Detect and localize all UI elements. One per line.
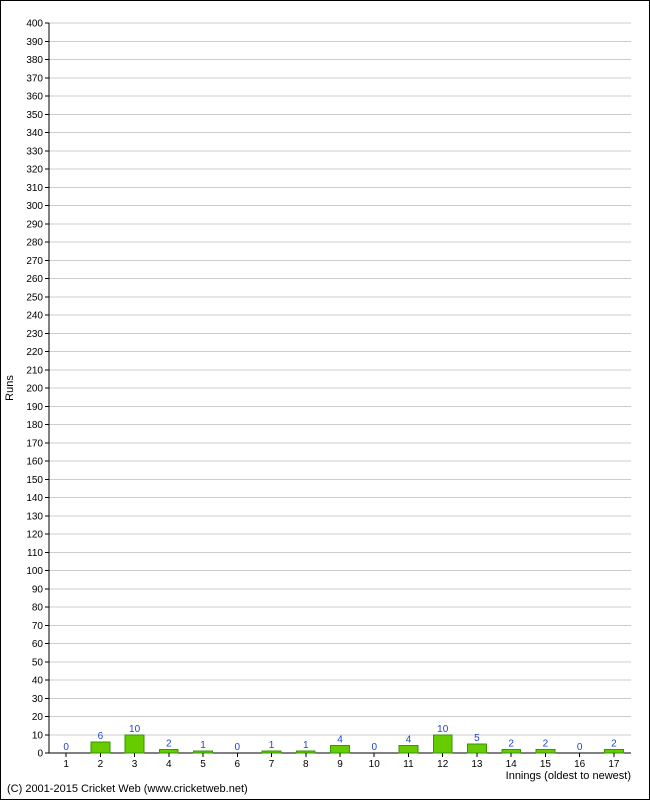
svg-text:100: 100: [26, 566, 43, 577]
chart-container: 0102030405060708090100110120130140150160…: [1, 1, 650, 801]
svg-text:320: 320: [26, 165, 43, 176]
svg-text:180: 180: [26, 420, 43, 431]
svg-text:10: 10: [129, 724, 141, 735]
svg-text:2: 2: [98, 759, 104, 770]
svg-text:350: 350: [26, 110, 43, 121]
chart-frame: 0102030405060708090100110120130140150160…: [0, 0, 650, 800]
svg-text:120: 120: [26, 530, 43, 541]
svg-text:16: 16: [574, 759, 586, 770]
svg-text:360: 360: [26, 92, 43, 103]
svg-text:6: 6: [235, 759, 241, 770]
svg-text:90: 90: [32, 584, 44, 595]
svg-text:70: 70: [32, 621, 44, 632]
svg-text:10: 10: [437, 724, 449, 735]
svg-text:220: 220: [26, 347, 43, 358]
svg-text:0: 0: [577, 742, 583, 753]
svg-text:11: 11: [403, 759, 414, 770]
svg-text:2: 2: [508, 738, 514, 749]
svg-text:5: 5: [474, 733, 480, 744]
svg-text:1: 1: [269, 740, 275, 751]
svg-text:0: 0: [37, 749, 43, 760]
svg-text:0: 0: [235, 742, 241, 753]
svg-text:230: 230: [26, 329, 43, 340]
svg-text:4: 4: [337, 735, 343, 746]
svg-text:3: 3: [132, 759, 138, 770]
svg-text:0: 0: [371, 742, 377, 753]
svg-text:15: 15: [540, 759, 552, 770]
svg-text:160: 160: [26, 457, 43, 468]
svg-text:Runs: Runs: [4, 375, 16, 401]
svg-text:2: 2: [611, 738, 617, 749]
svg-text:10: 10: [32, 730, 44, 741]
svg-text:200: 200: [26, 384, 43, 395]
bar-chart: 0102030405060708090100110120130140150160…: [1, 1, 650, 801]
svg-text:50: 50: [32, 657, 44, 668]
svg-text:2: 2: [543, 738, 549, 749]
copyright-text: (C) 2001-2015 Cricket Web (www.cricketwe…: [7, 783, 248, 795]
svg-text:4: 4: [406, 735, 412, 746]
svg-text:150: 150: [26, 475, 43, 486]
svg-text:310: 310: [26, 183, 43, 194]
svg-text:2: 2: [166, 738, 172, 749]
svg-text:390: 390: [26, 37, 43, 48]
svg-text:9: 9: [337, 759, 343, 770]
svg-text:190: 190: [26, 402, 43, 413]
svg-text:60: 60: [32, 639, 44, 650]
svg-text:80: 80: [32, 603, 44, 614]
svg-text:240: 240: [26, 311, 43, 322]
svg-text:13: 13: [471, 759, 483, 770]
svg-text:210: 210: [26, 365, 43, 376]
svg-text:8: 8: [303, 759, 309, 770]
svg-text:20: 20: [32, 712, 44, 723]
svg-text:1: 1: [200, 740, 206, 751]
svg-text:340: 340: [26, 128, 43, 139]
svg-text:5: 5: [200, 759, 206, 770]
svg-text:0: 0: [63, 742, 69, 753]
svg-text:14: 14: [506, 759, 518, 770]
svg-text:260: 260: [26, 274, 43, 285]
svg-text:1: 1: [63, 759, 69, 770]
svg-text:280: 280: [26, 238, 43, 249]
svg-text:110: 110: [27, 548, 43, 559]
svg-text:170: 170: [26, 438, 43, 449]
svg-text:1: 1: [303, 740, 309, 751]
svg-text:40: 40: [32, 676, 44, 687]
svg-text:380: 380: [26, 55, 43, 66]
svg-text:140: 140: [26, 493, 43, 504]
svg-text:12: 12: [437, 759, 449, 770]
svg-text:130: 130: [26, 511, 43, 522]
svg-text:17: 17: [608, 759, 620, 770]
svg-text:290: 290: [26, 219, 43, 230]
svg-text:10: 10: [369, 759, 381, 770]
svg-text:250: 250: [26, 292, 43, 303]
svg-text:270: 270: [26, 256, 43, 267]
svg-text:Innings (oldest to newest): Innings (oldest to newest): [506, 770, 631, 782]
svg-text:6: 6: [98, 731, 104, 742]
svg-text:4: 4: [166, 759, 172, 770]
svg-text:330: 330: [26, 146, 43, 157]
svg-text:370: 370: [26, 73, 43, 84]
svg-text:300: 300: [26, 201, 43, 212]
svg-text:30: 30: [32, 694, 44, 705]
svg-text:400: 400: [26, 19, 43, 30]
svg-text:7: 7: [269, 759, 275, 770]
